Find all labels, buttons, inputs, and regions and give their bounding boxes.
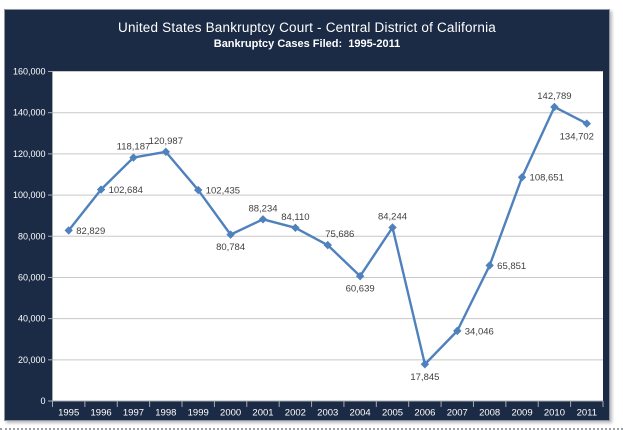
x-axis-label: 2005 xyxy=(382,408,403,419)
data-point-marker xyxy=(582,119,592,128)
x-axis-label: 1996 xyxy=(91,408,112,419)
data-label: 84,244 xyxy=(378,212,407,223)
chart-svg: 0 20,000 40,000 60,000 80,000 100,000 120,000 1… xyxy=(13,67,604,419)
x-axis-label: 2000 xyxy=(220,408,241,419)
data-point-marker xyxy=(420,360,430,369)
data-point-marker xyxy=(129,153,138,162)
data-label: 134,702 xyxy=(560,132,594,143)
x-axis-label: 2007 xyxy=(447,408,468,419)
x-axis-label: 2002 xyxy=(285,408,306,419)
data-point-marker xyxy=(64,226,73,235)
data-point-marker xyxy=(323,240,332,250)
data-point-marker xyxy=(258,215,268,224)
data-label: 65,851 xyxy=(497,261,526,272)
data-label: 102,435 xyxy=(206,186,240,197)
x-axis-label: 2008 xyxy=(479,408,500,419)
x-axis-label: 2004 xyxy=(350,408,371,419)
y-axis-label: 0 xyxy=(40,396,45,406)
data-point-marker xyxy=(517,173,527,182)
y-axis-label: 140,000 xyxy=(13,108,46,118)
y-axis-label: 60,000 xyxy=(18,272,46,282)
y-axis-label: 40,000 xyxy=(18,314,46,324)
x-axis-label: 2006 xyxy=(414,408,435,419)
x-axis-label: 1995 xyxy=(58,408,79,419)
data-label: 120,987 xyxy=(149,136,183,147)
data-label: 75,686 xyxy=(325,229,354,240)
y-axis-label: 20,000 xyxy=(18,355,46,365)
x-axis-label: 1998 xyxy=(155,408,176,419)
data-point-marker xyxy=(355,271,365,281)
data-label: 102,684 xyxy=(109,185,143,196)
y-axis-label: 80,000 xyxy=(18,231,46,241)
data-label: 34,046 xyxy=(465,326,494,337)
x-axis-label: 1999 xyxy=(188,408,209,419)
data-point-marker xyxy=(161,147,171,157)
chart-title: United States Bankruptcy Court - Central… xyxy=(118,20,496,35)
data-label: 88,234 xyxy=(248,203,277,214)
data-point-marker xyxy=(550,102,559,112)
data-label: 82,829 xyxy=(76,226,105,237)
chart-panel: United States Bankruptcy Court - Central… xyxy=(4,9,610,421)
x-axis-label: 2010 xyxy=(544,408,565,419)
data-point-marker xyxy=(388,223,397,232)
data-label: 17,845 xyxy=(410,372,439,383)
y-axis-label: 120,000 xyxy=(13,149,46,159)
x-axis-label: 2009 xyxy=(511,408,532,419)
y-axis-label: 160,000 xyxy=(13,67,46,77)
data-label: 80,784 xyxy=(216,242,245,253)
data-label: 118,187 xyxy=(117,142,151,153)
data-point-marker xyxy=(485,261,494,270)
page-bottom-edge xyxy=(0,428,623,430)
data-label: 84,110 xyxy=(281,212,309,223)
x-axis-label: 2003 xyxy=(317,408,338,419)
x-axis-label: 1997 xyxy=(123,408,144,419)
data-point-marker xyxy=(226,230,235,239)
data-point-marker xyxy=(194,185,203,195)
data-label: 60,639 xyxy=(346,284,375,295)
x-axis-label: 2011 xyxy=(577,408,597,419)
data-label: 142,789 xyxy=(537,91,571,102)
chart-subtitle: Bankruptcy Cases Filed: 1995-2011 xyxy=(213,38,401,50)
data-point-marker xyxy=(453,326,462,336)
x-axis-label: 2001 xyxy=(252,408,273,419)
data-point-marker xyxy=(291,223,300,232)
y-axis-label: 100,000 xyxy=(13,190,46,200)
data-label: 108,651 xyxy=(530,173,564,184)
data-point-marker xyxy=(96,185,106,194)
